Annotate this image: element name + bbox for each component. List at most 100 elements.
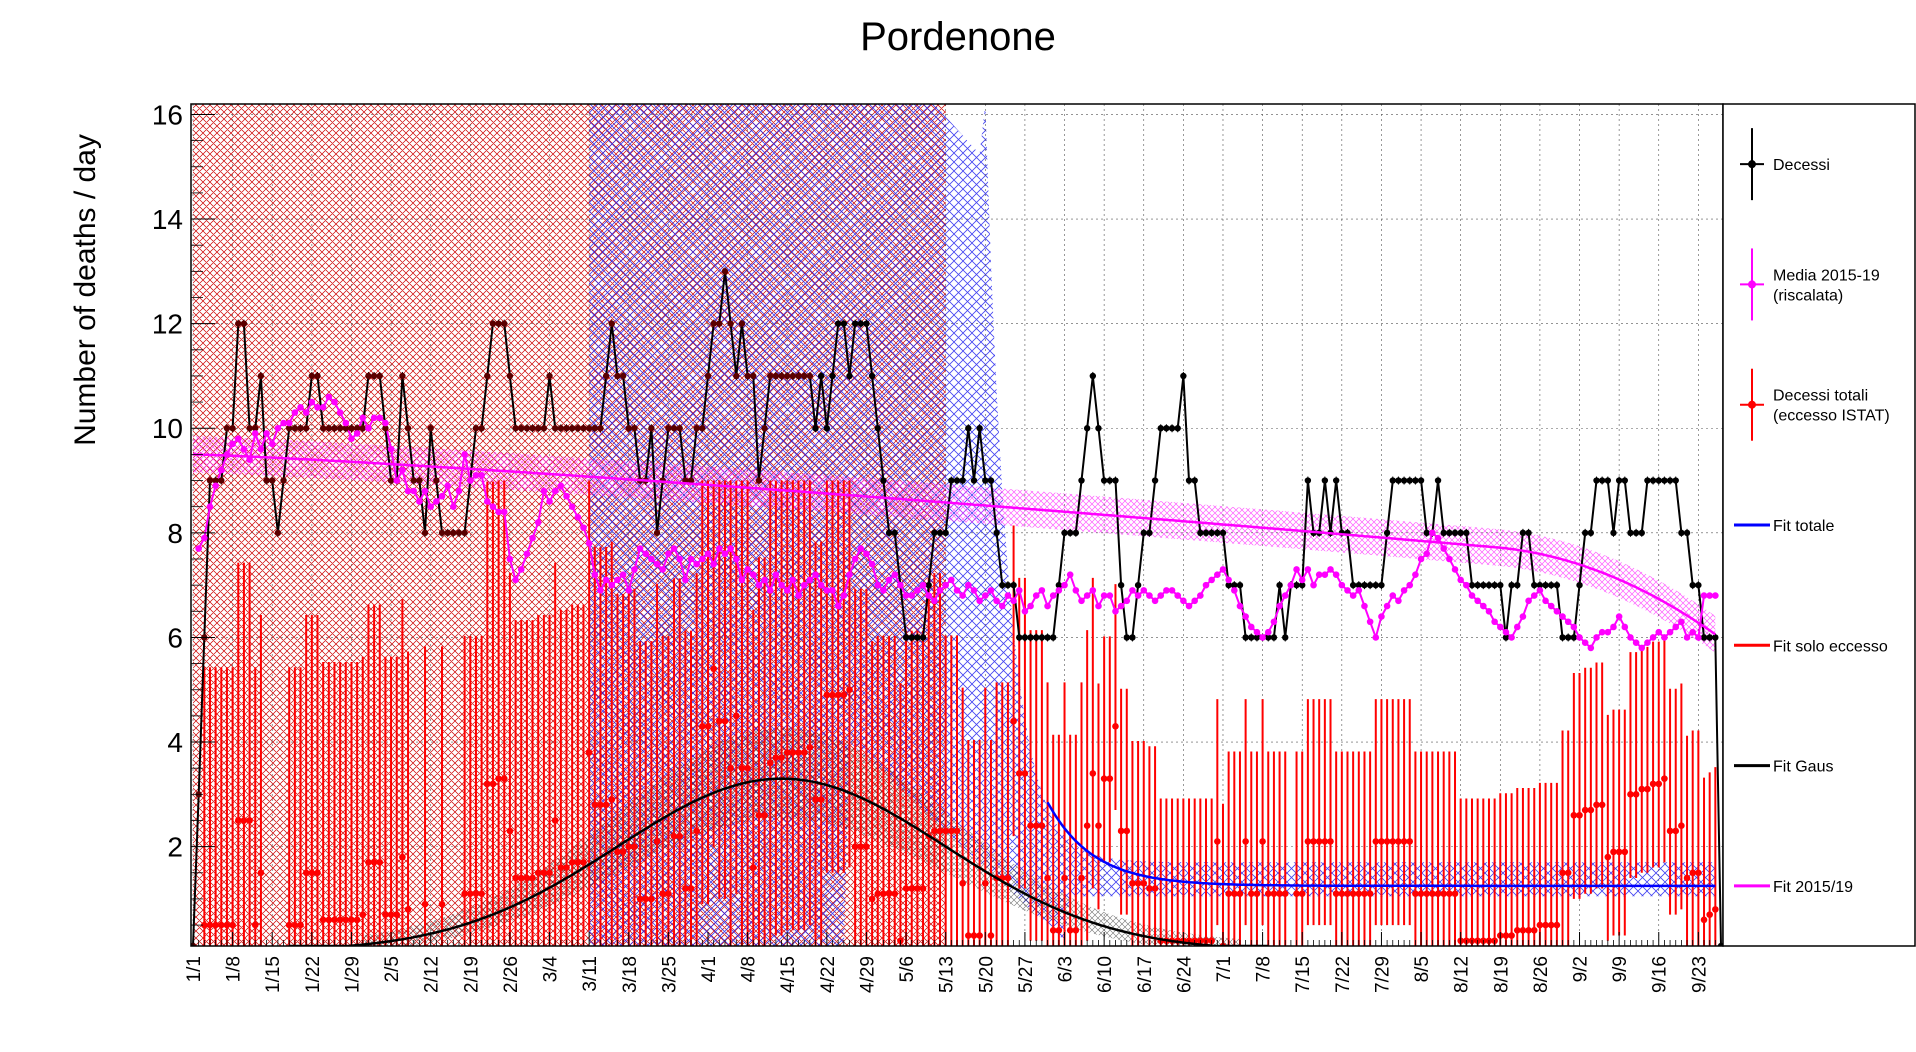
media-point <box>472 472 480 479</box>
decessi-point <box>1225 581 1232 589</box>
eccesso-point <box>721 717 729 725</box>
media-point <box>1010 597 1017 605</box>
media-point <box>410 487 418 495</box>
media-point <box>1496 623 1504 631</box>
eccesso-point <box>1078 874 1085 882</box>
eccesso-point <box>868 895 876 903</box>
decessi-point <box>359 425 366 432</box>
media-point <box>478 472 485 479</box>
chart-title: Pordenone <box>860 15 1056 59</box>
media-point <box>495 508 502 516</box>
media-point <box>1332 571 1340 578</box>
eccesso-point <box>704 723 712 730</box>
decessi-point <box>1231 581 1238 589</box>
eccesso-point <box>523 874 531 882</box>
legend-label: Fit totale <box>1773 518 1834 535</box>
media-point <box>416 498 423 505</box>
decessi-point <box>823 425 831 432</box>
eccesso-point <box>1378 838 1385 845</box>
decessi-point <box>874 425 881 432</box>
media-point <box>1310 581 1317 589</box>
eccesso-point <box>631 843 638 850</box>
eccesso-point <box>325 916 333 924</box>
decessi-point <box>1678 529 1685 537</box>
eccesso-point <box>1049 927 1057 934</box>
fit-totale-band <box>589 104 1716 946</box>
media-point <box>670 545 678 552</box>
eccesso-point <box>591 801 599 809</box>
media-point <box>234 435 242 443</box>
media-point <box>512 576 519 584</box>
media-point <box>919 581 927 589</box>
decessi-point <box>1695 581 1702 589</box>
media-point <box>195 545 202 552</box>
eccesso-point <box>512 874 519 882</box>
x-tick-label: 6/3 <box>1056 956 1077 982</box>
decessi-point <box>902 634 910 641</box>
decessi-point <box>1219 529 1227 537</box>
decessi-point <box>1553 581 1561 589</box>
decessi-point <box>574 425 582 432</box>
decessi-point <box>1406 477 1413 484</box>
media-point <box>761 576 768 584</box>
eccesso-point <box>665 890 672 898</box>
decessi-point <box>206 477 214 484</box>
decessi-point <box>1638 529 1645 537</box>
decessi-point <box>212 477 219 484</box>
media-point <box>591 571 599 578</box>
eccesso-point <box>1304 838 1312 845</box>
eccesso-point <box>1027 822 1034 830</box>
decessi-point <box>489 320 497 327</box>
decessi-point <box>1004 581 1012 589</box>
decessi-point <box>1095 425 1102 432</box>
decessi-point <box>761 425 768 432</box>
eccesso-point <box>393 911 401 918</box>
fit-totale-curve <box>1046 801 1716 888</box>
media-point <box>868 560 876 568</box>
decessi-point <box>817 372 825 380</box>
eccesso-point <box>761 811 768 819</box>
media-point <box>1338 581 1346 589</box>
decessi-point <box>1061 529 1068 537</box>
eccesso-point <box>517 874 525 882</box>
eccesso-point <box>1536 921 1544 929</box>
eccesso-point <box>1061 874 1068 882</box>
decessi-point <box>880 477 887 484</box>
media-point <box>523 550 531 558</box>
media-point <box>902 592 910 599</box>
media-point <box>732 555 740 563</box>
decessi-point <box>1078 477 1085 484</box>
eccesso-point <box>800 749 808 756</box>
media-point <box>1593 634 1600 641</box>
eccesso-point <box>308 869 316 877</box>
media-point <box>965 581 972 589</box>
media-point <box>608 581 616 589</box>
eccesso-point <box>1655 780 1663 788</box>
media-point <box>274 424 282 432</box>
eccesso-point <box>1519 927 1527 934</box>
decessi-point <box>1066 529 1074 537</box>
x-tick-label: 9/23 <box>1689 956 1710 993</box>
eccesso-point <box>1276 890 1283 898</box>
eccesso-point <box>953 827 961 835</box>
decessi-point <box>908 634 915 641</box>
media-point <box>1219 566 1227 573</box>
eccesso-point <box>597 801 604 809</box>
media-point <box>817 581 825 589</box>
decessi-point <box>1457 529 1464 537</box>
media-point <box>534 519 542 526</box>
decessi-point <box>1151 477 1159 484</box>
media-point <box>325 393 333 401</box>
eccesso-point <box>206 921 214 929</box>
fit-2015-band <box>193 436 1716 653</box>
fit-curves <box>192 453 1717 946</box>
decessi-point <box>1163 425 1170 432</box>
decessi-point <box>1700 634 1708 641</box>
media-point <box>1457 576 1464 584</box>
eccesso-point <box>880 890 887 898</box>
decessi-point <box>1253 634 1261 641</box>
eccesso-point <box>257 869 265 877</box>
media-point <box>1066 571 1074 578</box>
eccesso-point <box>1632 791 1640 798</box>
media-point <box>614 576 621 584</box>
